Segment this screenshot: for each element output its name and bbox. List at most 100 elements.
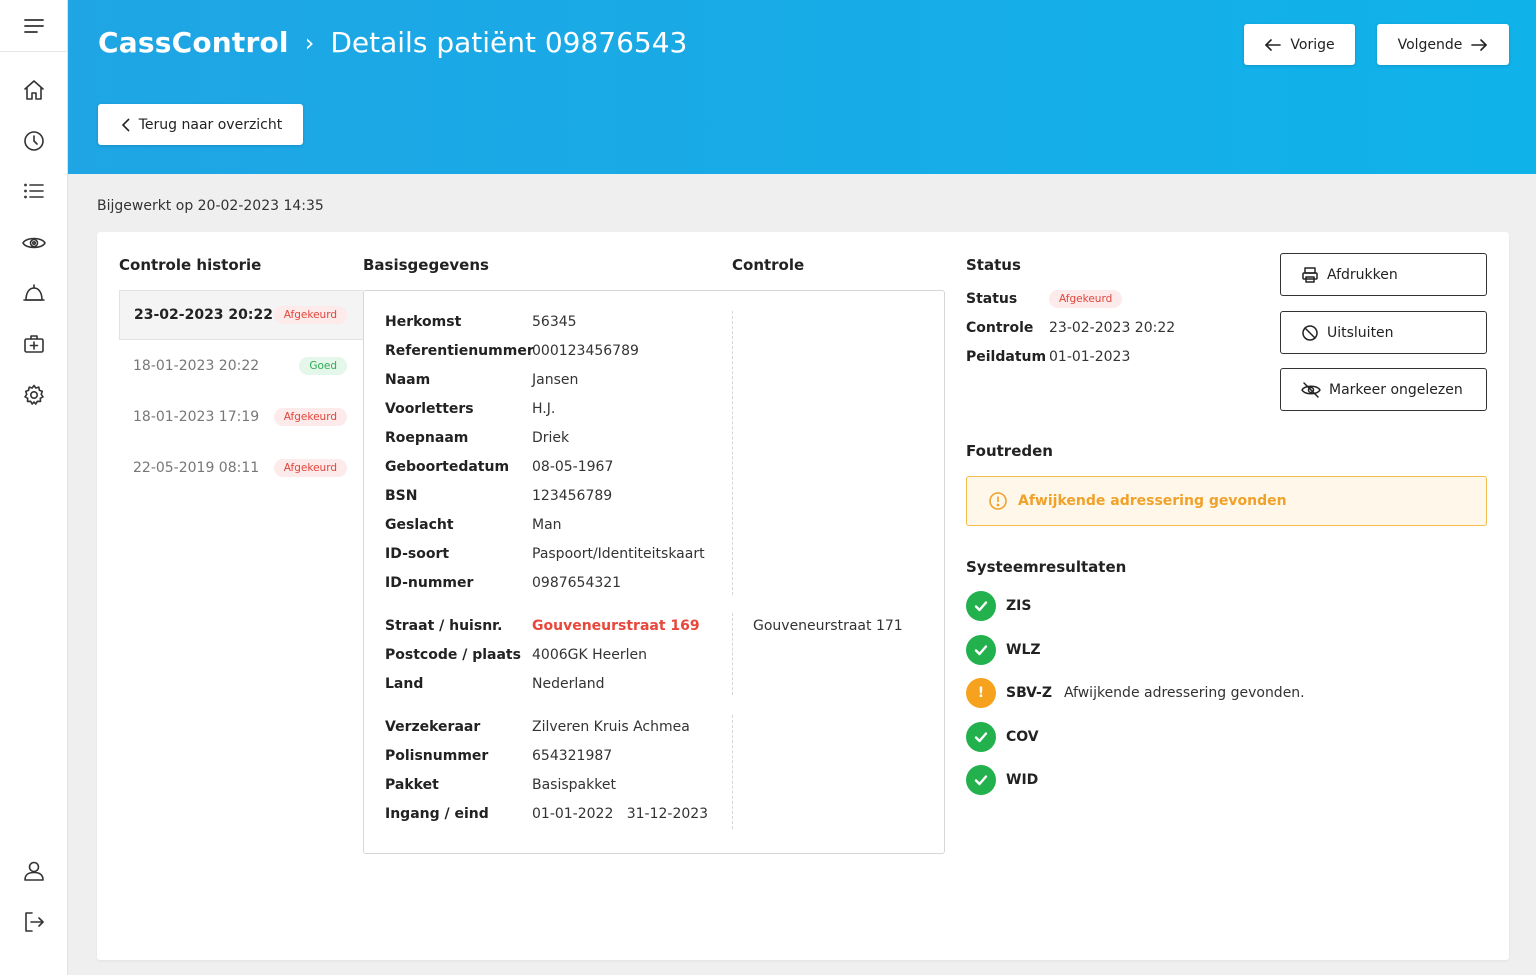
app-name[interactable]: CassControl xyxy=(98,26,289,59)
field-label: Polisnummer xyxy=(385,748,489,764)
list-icon[interactable] xyxy=(0,171,68,211)
field-value: 654321987 xyxy=(532,748,613,764)
basis-title: Basisgegevens xyxy=(363,256,489,274)
system-code: ZIS xyxy=(1006,598,1032,614)
field-label: ID-soort xyxy=(385,546,450,562)
history-item[interactable]: 18-01-2023 20:22 Goed xyxy=(119,341,363,391)
clock-icon[interactable] xyxy=(0,121,68,161)
status-badge: Afgekeurd xyxy=(273,459,347,477)
foutreden-alert: Afwijkende adressering gevonden xyxy=(966,476,1487,526)
history-item[interactable]: 22-05-2019 08:11 Afgekeurd xyxy=(119,443,363,493)
field-label: BSN xyxy=(385,488,418,504)
previous-button[interactable]: Vorige xyxy=(1244,24,1355,65)
system-result-row: WLZ xyxy=(966,635,1053,665)
field-label: Ingang / eind xyxy=(385,806,489,822)
field-value: Paspoort/Identiteitskaart xyxy=(532,546,705,562)
field-geslacht: Geslacht Man xyxy=(385,515,562,535)
breadcrumb-separator-icon: › xyxy=(304,28,315,57)
controle-title: Controle xyxy=(732,256,805,274)
field-ingang-eind: Ingang / eind 01-01-2022 31-12-2023 xyxy=(385,804,708,824)
field-value: Zilveren Kruis Achmea xyxy=(532,719,690,735)
system-code: WID xyxy=(1006,772,1039,788)
field-pakket: Pakket Basispakket xyxy=(385,775,616,795)
chevron-left-icon xyxy=(121,117,130,132)
print-button[interactable]: Afdrukken xyxy=(1280,253,1487,296)
eye-icon[interactable] xyxy=(0,223,68,263)
status-badge: Goed xyxy=(299,357,347,375)
mark-unread-button-label: Markeer ongelezen xyxy=(1329,381,1463,398)
field-label: Geslacht xyxy=(385,517,454,533)
field-value: Driek xyxy=(532,430,570,446)
foutreden-message: Afwijkende adressering gevonden xyxy=(1018,493,1287,509)
field-value: Man xyxy=(532,517,562,533)
user-icon[interactable] xyxy=(0,851,68,891)
home-icon[interactable] xyxy=(0,70,68,110)
field-label: ID-nummer xyxy=(385,575,474,591)
history-date: 18-01-2023 20:22 xyxy=(133,358,260,374)
next-button-label: Volgende xyxy=(1397,36,1463,53)
details-panel: Herkomst 56345 Referentienummer 0001234567… xyxy=(363,290,945,854)
history-item[interactable]: 23-02-2023 20:22 Afgekeurd xyxy=(119,290,363,340)
field-value: 01-01-2022 31-12-2023 xyxy=(532,806,709,822)
medical-kit-icon[interactable] xyxy=(0,324,68,364)
foutreden-title: Foutreden xyxy=(966,442,1053,460)
history-date: 18-01-2023 17:19 xyxy=(133,409,260,425)
field-label: Straat / huisnr. xyxy=(385,618,503,634)
eye-off-icon xyxy=(1301,381,1321,398)
gear-icon[interactable] xyxy=(0,375,68,415)
bell-icon[interactable] xyxy=(0,273,68,313)
field-id-soort: ID-soort Paspoort/Identiteitskaart xyxy=(385,544,705,564)
check-circle-icon xyxy=(966,722,996,752)
field-geboortedatum: Geboortedatum 08-05-1967 xyxy=(385,457,613,477)
system-result-row: COV xyxy=(966,722,1051,752)
field-value: Nederland xyxy=(532,676,605,692)
field-label: Roepnaam xyxy=(385,430,469,446)
field-verzekeraar: Verzekeraar Zilveren Kruis Achmea xyxy=(385,717,690,737)
status-row: Status Afgekeurd xyxy=(966,290,1123,308)
page-title: Details patiënt 09876543 xyxy=(330,26,688,59)
logout-icon[interactable] xyxy=(0,902,68,942)
peildatum-row: Peildatum 01-01-2023 xyxy=(966,349,1130,365)
mark-unread-button[interactable]: Markeer ongelezen xyxy=(1280,368,1487,411)
controle-value: Gouveneurstraat 171 xyxy=(753,618,903,634)
divider xyxy=(732,715,733,829)
field-herkomst: Herkomst 56345 xyxy=(385,312,577,332)
field-value: 0987654321 xyxy=(532,575,622,591)
status-badge: Afgekeurd xyxy=(273,306,347,324)
field-naam: Naam Jansen xyxy=(385,370,578,390)
field-id-nummer: ID-nummer 0987654321 xyxy=(385,573,621,593)
history-item[interactable]: 18-01-2023 17:19 Afgekeurd xyxy=(119,392,363,442)
exclude-button[interactable]: Uitsluiten xyxy=(1280,311,1487,354)
history-title: Controle historie xyxy=(119,256,262,274)
header: CassControl › Details patiënt 09876543 V… xyxy=(68,0,1536,174)
exclude-button-label: Uitsluiten xyxy=(1327,324,1394,341)
field-land: Land Nederland xyxy=(385,674,605,694)
status-label: Status xyxy=(966,291,1018,307)
system-code: SBV-Z xyxy=(1006,685,1052,701)
previous-button-label: Vorige xyxy=(1290,36,1335,53)
field-bsn: BSN 123456789 xyxy=(385,486,612,506)
field-value: Basispakket xyxy=(532,777,616,793)
sidebar-top xyxy=(0,0,67,52)
print-button-label: Afdrukken xyxy=(1327,266,1398,283)
field-value: 000123456789 xyxy=(532,343,639,359)
field-label: Geboortedatum xyxy=(385,459,510,475)
history-date: 23-02-2023 20:22 xyxy=(134,307,273,323)
field-label: Postcode / plaats xyxy=(385,647,521,663)
history-date: 22-05-2019 08:11 xyxy=(133,460,260,476)
field-value-mismatch: Gouveneurstraat 169 xyxy=(532,618,700,634)
controle-row: Controle 23-02-2023 20:22 xyxy=(966,320,1175,336)
field-voorletters: Voorletters H.J. xyxy=(385,399,555,419)
back-to-overview-button[interactable]: Terug naar overzicht xyxy=(98,104,303,145)
field-value: 4006GK Heerlen xyxy=(532,647,647,663)
status-badge: Afgekeurd xyxy=(273,408,347,426)
check-circle-icon xyxy=(966,591,996,621)
controle-label: Controle xyxy=(966,320,1034,336)
peildatum-value: 01-01-2023 xyxy=(1049,349,1131,365)
field-label: Pakket xyxy=(385,777,439,793)
menu-icon[interactable] xyxy=(23,17,45,35)
block-icon xyxy=(1302,324,1318,341)
field-value: 123456789 xyxy=(532,488,613,504)
next-button[interactable]: Volgende xyxy=(1377,24,1509,65)
main-card: Controle historie Basisgegevens Controle… xyxy=(97,232,1509,960)
